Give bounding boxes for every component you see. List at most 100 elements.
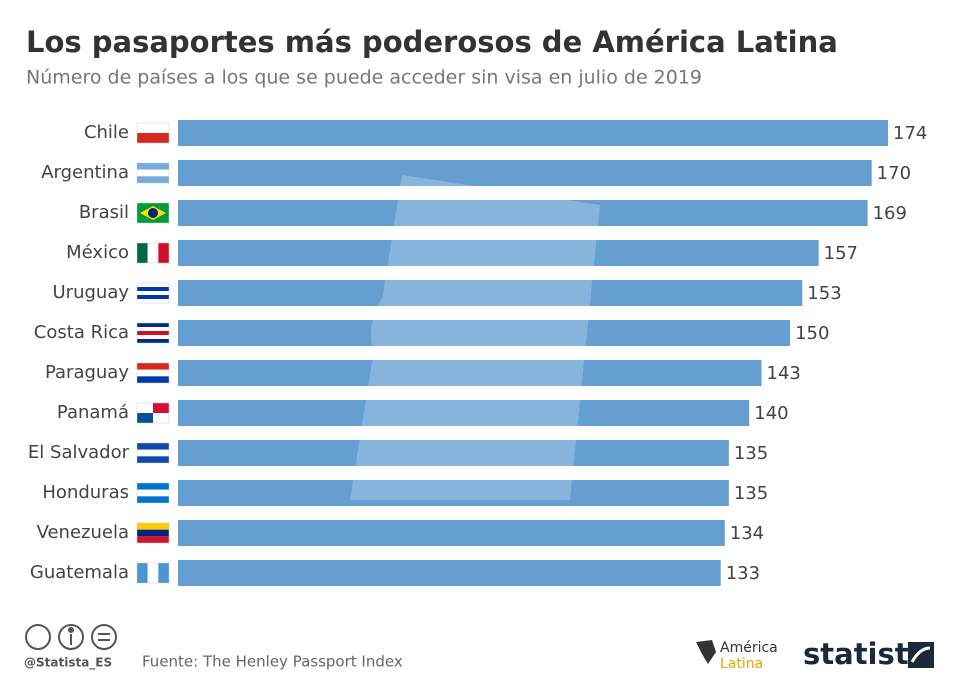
bar <box>178 280 803 306</box>
value-label: 140 <box>754 403 788 424</box>
flag <box>153 403 169 413</box>
flag <box>158 563 169 583</box>
value-label: 134 <box>730 523 764 544</box>
flag <box>137 529 169 537</box>
flag-border <box>136 322 170 344</box>
flag <box>137 449 169 457</box>
value-label: 133 <box>726 563 760 584</box>
flag-border <box>136 362 170 384</box>
bars: Chile 174 Argentina 170 Brasil 169 México 157 Ur… <box>28 120 927 586</box>
flag <box>137 323 169 327</box>
value-label: 143 <box>767 363 801 384</box>
flag-border <box>136 122 170 144</box>
flag <box>153 413 169 423</box>
flag <box>137 327 169 331</box>
value-label: 150 <box>795 323 829 344</box>
flag <box>137 489 169 497</box>
bar <box>178 120 888 146</box>
brand-icon-mark <box>910 646 931 663</box>
flag <box>137 456 169 463</box>
chart-title: Los pasaportes más poderosos de América … <box>26 25 838 59</box>
bar <box>178 360 762 386</box>
flag <box>137 295 169 299</box>
value-label: 170 <box>877 163 911 184</box>
flag <box>137 376 169 383</box>
category-label: Chile <box>84 122 129 143</box>
bar <box>178 240 819 266</box>
brand-icon <box>908 642 934 668</box>
flag-border <box>136 522 170 544</box>
category-label: Brasil <box>79 202 129 223</box>
flag <box>137 403 153 413</box>
flag <box>137 443 169 450</box>
flag <box>137 363 169 370</box>
flag <box>137 483 169 490</box>
bar <box>178 200 868 226</box>
logo-text: Latina <box>720 656 763 672</box>
category-label: El Salvador <box>28 442 130 463</box>
source: Fuente: The Henley Passport Index <box>142 653 403 671</box>
flag <box>137 563 148 583</box>
logo-text: América <box>720 640 778 656</box>
chart-subtitle: Número de países a los que se puede acce… <box>26 67 702 89</box>
flag <box>137 123 169 133</box>
value-label: 153 <box>807 283 841 304</box>
flag <box>137 243 148 263</box>
flag <box>137 299 169 303</box>
flag <box>137 169 169 177</box>
flag <box>137 133 169 143</box>
flag <box>137 291 169 295</box>
flag <box>137 176 169 183</box>
category-label: México <box>66 242 129 263</box>
category-label: Costa Rica <box>34 322 129 343</box>
flag-border <box>136 442 170 464</box>
cc-icons <box>25 624 117 650</box>
flag-border <box>136 202 170 224</box>
flag <box>137 413 153 423</box>
category-label: Uruguay <box>53 282 130 303</box>
bar <box>178 480 729 506</box>
flag <box>148 208 158 218</box>
flag <box>137 163 169 170</box>
value-label: 135 <box>734 443 768 464</box>
value-label: 157 <box>824 243 858 264</box>
flag <box>137 283 169 287</box>
passport-watermark <box>350 175 600 500</box>
flag <box>158 243 169 263</box>
flag <box>137 536 169 543</box>
bar <box>178 160 872 186</box>
category-label: Paraguay <box>45 362 129 383</box>
category-label: Panamá <box>57 402 129 423</box>
value-label: 169 <box>873 203 907 224</box>
flag <box>137 287 169 291</box>
logo-map <box>696 640 716 664</box>
flag <box>137 523 169 530</box>
flag <box>137 496 169 503</box>
bar <box>178 320 791 346</box>
bar <box>178 560 721 586</box>
flag <box>147 563 159 583</box>
bar <box>178 440 729 466</box>
category-label: Venezuela <box>37 522 129 543</box>
flag-border <box>136 282 170 304</box>
value-label: 135 <box>734 483 768 504</box>
flag-border <box>136 402 170 424</box>
brand: statista <box>803 637 928 671</box>
flag-border <box>136 162 170 184</box>
flag <box>137 331 169 335</box>
credit: @Statista_ES <box>24 656 112 671</box>
flag <box>147 243 159 263</box>
flag-border <box>136 482 170 504</box>
flag <box>137 335 169 339</box>
bar <box>178 520 725 546</box>
flag-border <box>136 242 170 264</box>
flag <box>137 369 169 377</box>
flag-border <box>136 562 170 584</box>
category-label: Guatemala <box>30 562 129 583</box>
value-label: 174 <box>893 123 927 144</box>
flag <box>137 339 169 343</box>
category-label: Honduras <box>42 482 129 503</box>
category-label: Argentina <box>41 162 129 183</box>
bar <box>178 400 750 426</box>
